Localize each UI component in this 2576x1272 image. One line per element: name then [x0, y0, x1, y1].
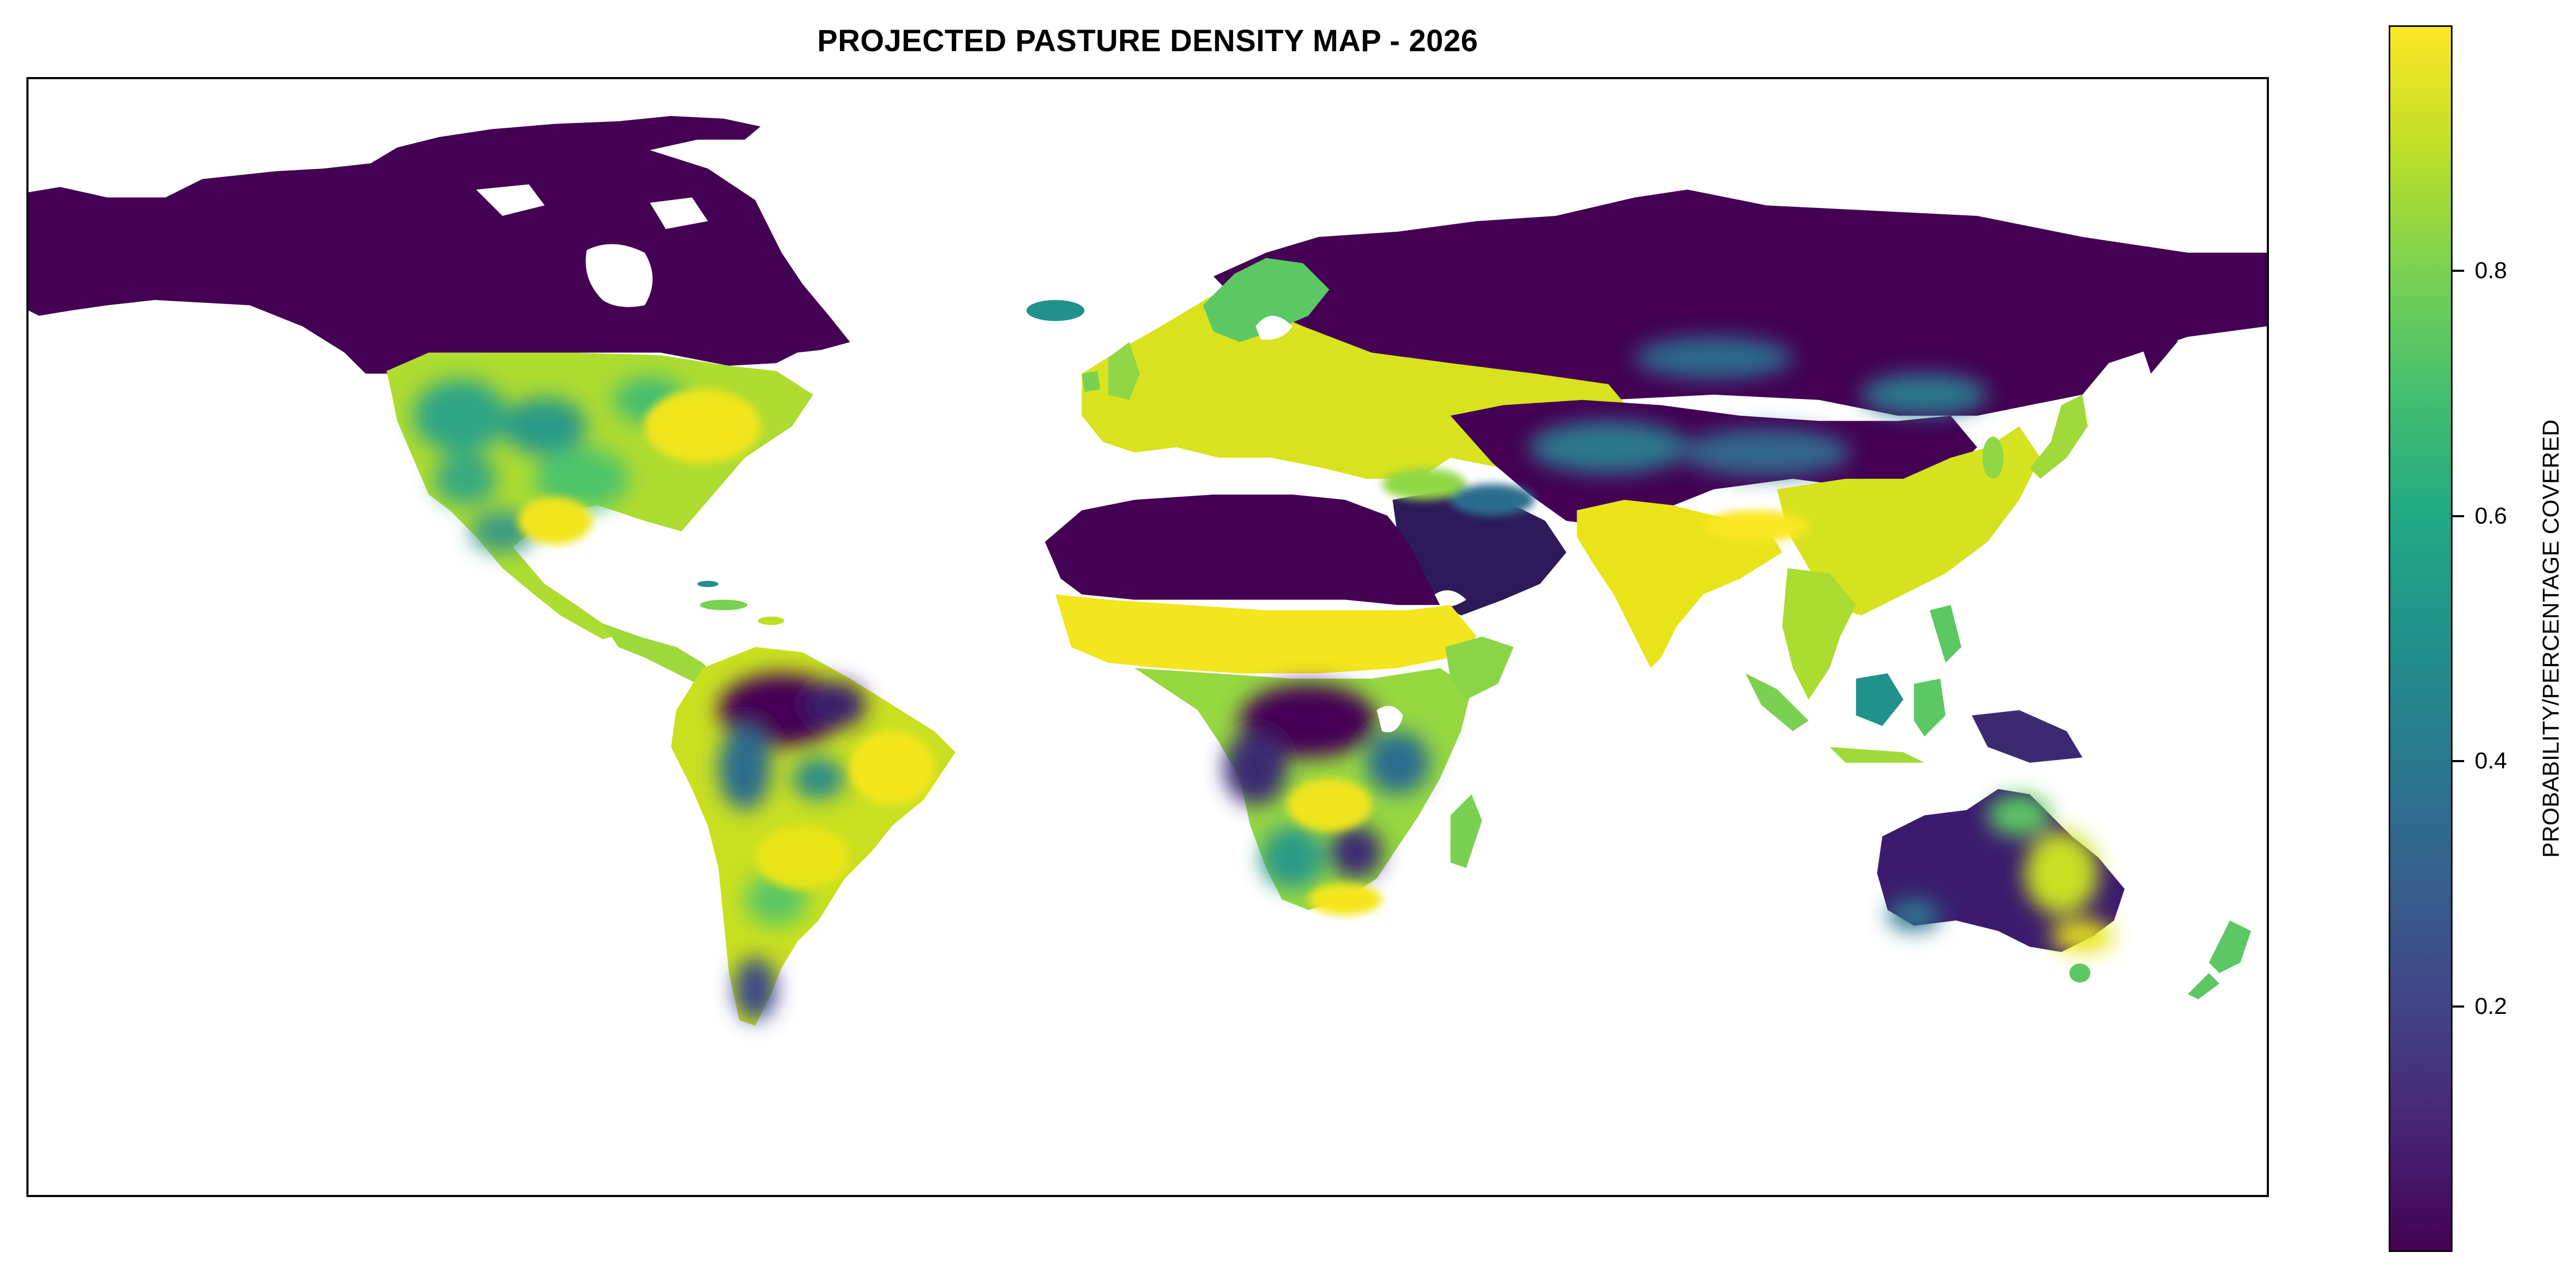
colorbar-tick-label: 0.4 — [2475, 748, 2507, 774]
colorbar-tick — [2453, 269, 2464, 272]
colorbar-tick — [2453, 515, 2464, 517]
colorbar-tick-label: 0.2 — [2475, 993, 2507, 1020]
maritime-se-asia — [1745, 605, 2083, 763]
world-map — [28, 116, 2267, 1026]
colorbar-tick — [2453, 1005, 2464, 1008]
colorbar-tick-label: 0.8 — [2475, 257, 2507, 283]
colorbar-label: PROBABILITY/PERCENTAGE COVERED — [2538, 419, 2564, 858]
south-america-landmass — [671, 647, 956, 1026]
north-america-landmass — [28, 116, 851, 689]
colorbar-tick — [2453, 760, 2464, 763]
colorbar — [2389, 25, 2453, 1252]
map-frame — [26, 77, 2269, 1197]
australia-landmass — [1877, 789, 2251, 1000]
africa-landmass — [1045, 495, 1514, 916]
colorbar-tick-label: 0.6 — [2475, 502, 2507, 529]
map-title: PROJECTED PASTURE DENSITY MAP - 2026 — [817, 24, 1478, 58]
middle-east-landmass — [1382, 468, 1567, 616]
eurasia-landmass — [1026, 189, 2267, 700]
